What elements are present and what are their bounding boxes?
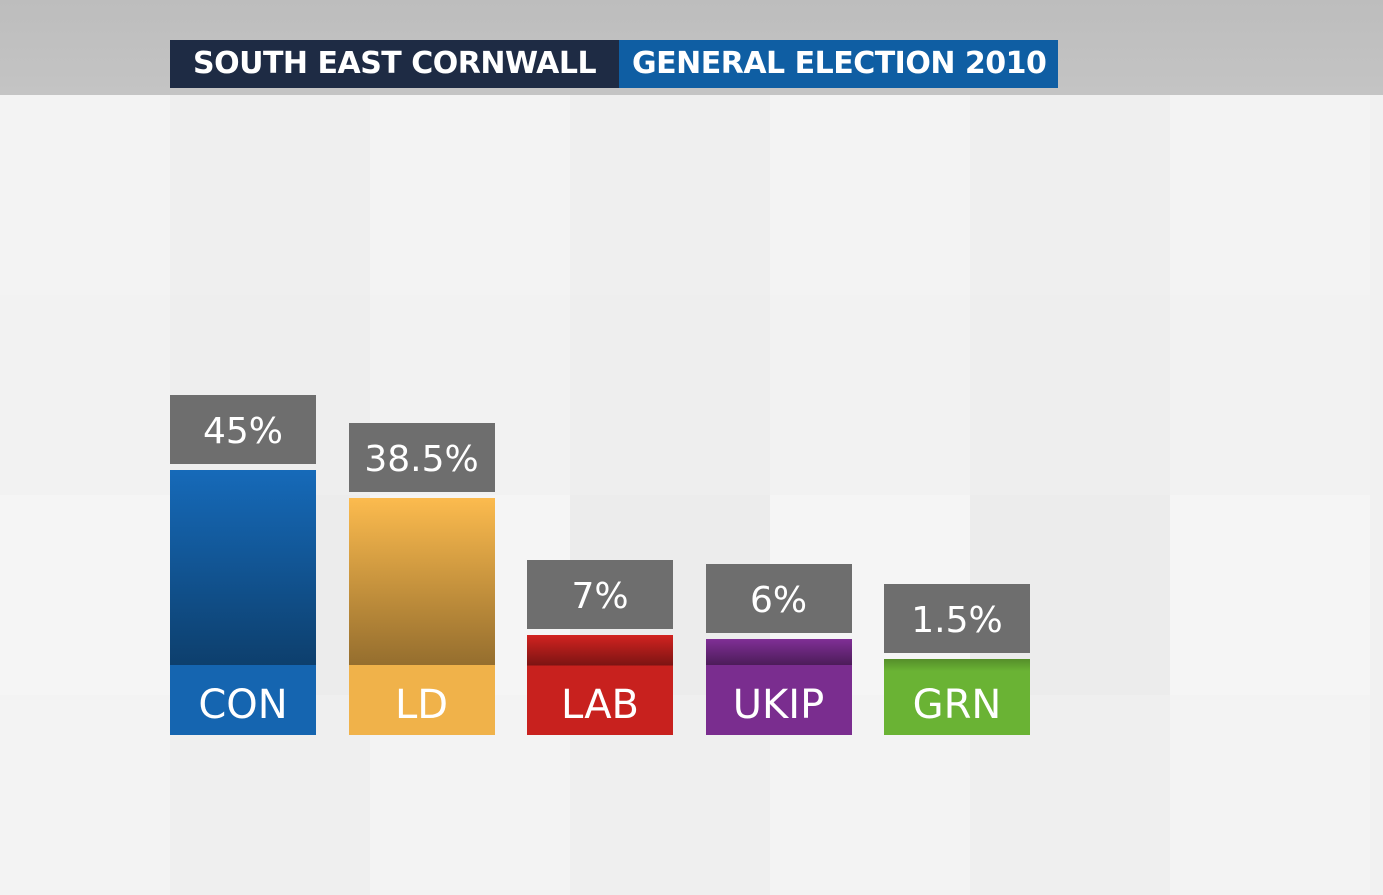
party-label-ld: LD (394, 682, 449, 728)
value-label-ld: 38.5% (348, 423, 495, 493)
bar-con: 45% CON (170, 0, 316, 776)
party-label-grn: GRN (912, 682, 1002, 728)
party-label-ukip: UKIP (732, 682, 825, 728)
vote-share-chart: 45% CON 38.5% LD 7% LAB 6% UKIP 1.5% GRN (170, 0, 1030, 776)
party-label-con: CON (198, 682, 288, 728)
bar-ukip: 6% UKIP (705, 0, 852, 776)
bar-fill-lab (527, 634, 673, 735)
bar-fill-con (170, 470, 316, 735)
title-bar: SOUTH EAST CORNWALL GENERAL ELECTION 201… (170, 40, 1058, 88)
bar-fill-grn (884, 658, 1030, 735)
value-label-lab: 7% (527, 559, 673, 629)
value-label-con: 45% (170, 395, 316, 464)
bar-fill-ld (348, 498, 495, 735)
bar-fill-ukip (705, 639, 852, 735)
value-label-ukip: 6% (705, 564, 852, 633)
constituency-title: SOUTH EAST CORNWALL (170, 40, 619, 88)
bar-grn: 1.5% GRN (884, 0, 1030, 776)
bar-lab: 7% LAB (527, 0, 673, 776)
bar-ld: 38.5% LD (348, 0, 495, 776)
party-label-lab: LAB (560, 682, 639, 728)
value-label-grn: 1.5% (884, 583, 1030, 653)
election-title: GENERAL ELECTION 2010 (619, 40, 1058, 88)
